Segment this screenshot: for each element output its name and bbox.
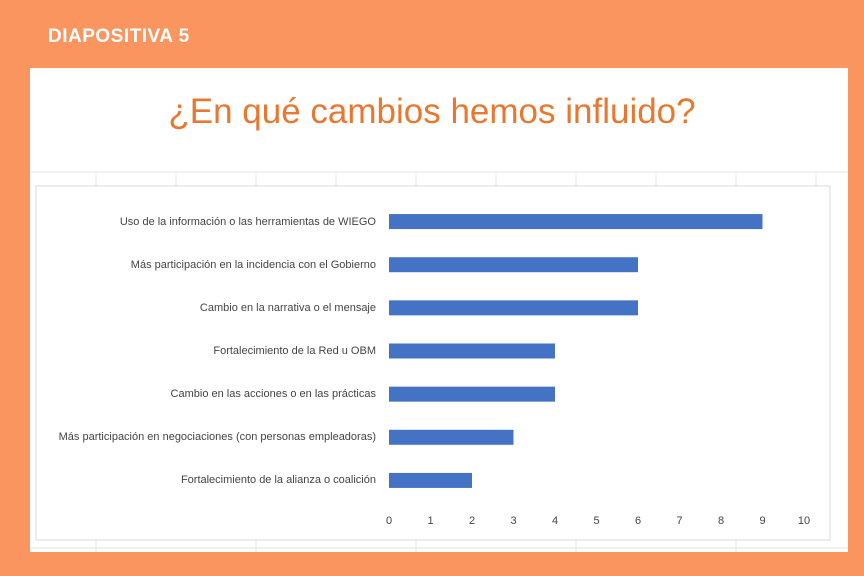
bar [389, 472, 472, 488]
sheet-grid [30, 171, 848, 552]
bar [389, 386, 555, 402]
x-tick-label: 7 [676, 515, 682, 527]
y-tick-label: Más participación en la incidencia con e… [130, 258, 376, 271]
bar [389, 300, 638, 316]
x-tick-label: 10 [798, 515, 810, 527]
x-tick-label: 4 [552, 515, 558, 527]
y-tick-label: Fortalecimiento de la Red u OBM [213, 345, 376, 357]
y-tick-label: Más participación en negociaciones (con … [58, 431, 376, 444]
slide-label: DIAPOSITIVA 5 [48, 26, 190, 47]
x-tick-label: 5 [593, 515, 599, 527]
x-tick-label: 0 [386, 515, 392, 527]
y-tick-label: Cambio en las acciones o en las práctica… [170, 388, 376, 401]
bar [389, 429, 514, 445]
x-tick-label: 8 [718, 515, 724, 527]
x-tick-label: 6 [635, 515, 641, 527]
x-tick-label: 2 [469, 515, 475, 527]
y-tick-label: Uso de la información o las herramientas… [119, 215, 376, 228]
y-tick-label: Cambio en la narrativa o el mensaje [199, 301, 376, 314]
y-tick-label: Fortalecimiento de la alianza o coalició… [180, 474, 376, 487]
bar [389, 214, 763, 230]
bar [389, 343, 555, 359]
x-tick-label: 1 [427, 515, 433, 527]
bar [389, 257, 638, 273]
x-tick-label: 3 [510, 515, 516, 527]
chart-title: ¿En qué cambios hemos influido? [168, 92, 696, 131]
x-tick-label: 9 [759, 515, 765, 527]
